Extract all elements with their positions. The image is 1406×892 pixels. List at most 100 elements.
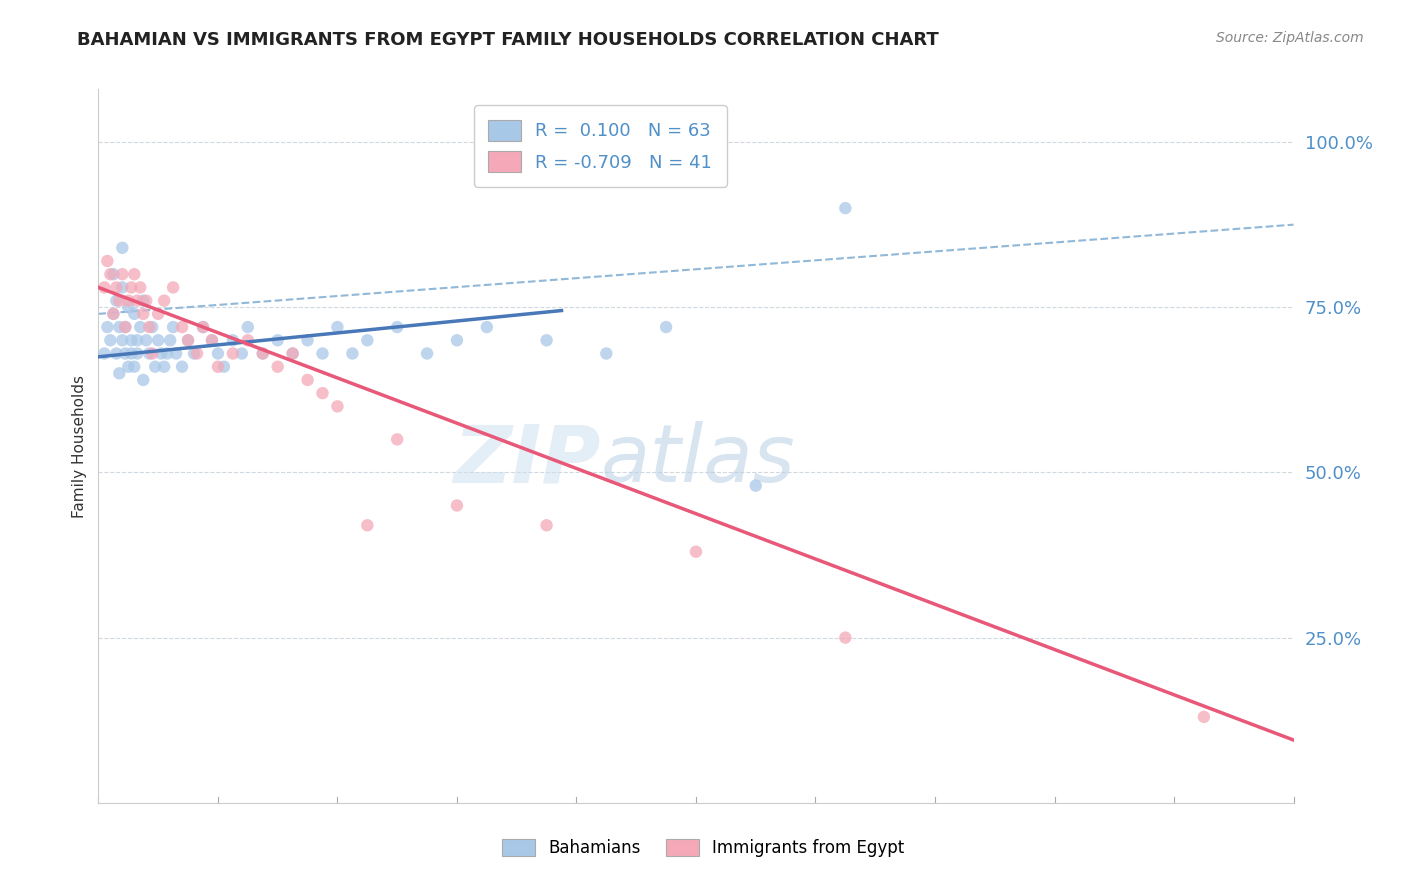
Point xyxy=(105,346,128,360)
Point xyxy=(201,333,224,347)
Point xyxy=(834,201,856,215)
Y-axis label: Family Households: Family Households xyxy=(72,375,87,517)
Point xyxy=(177,333,200,347)
Point xyxy=(103,307,125,321)
Point xyxy=(124,267,146,281)
Point xyxy=(222,333,245,347)
Point xyxy=(132,373,155,387)
Text: atlas: atlas xyxy=(600,421,796,500)
Point xyxy=(655,320,678,334)
Point xyxy=(172,359,194,374)
Point xyxy=(162,280,184,294)
Point xyxy=(222,346,245,360)
Point xyxy=(191,320,214,334)
Point xyxy=(141,346,163,360)
Point xyxy=(127,346,149,360)
Point xyxy=(135,333,157,347)
Point xyxy=(1192,710,1215,724)
Point xyxy=(311,386,333,401)
Point xyxy=(236,320,259,334)
Point xyxy=(252,346,274,360)
Point xyxy=(177,333,200,347)
Point xyxy=(103,267,125,281)
Point xyxy=(281,346,304,360)
Point xyxy=(148,307,170,321)
Point xyxy=(108,367,131,381)
Point xyxy=(111,241,134,255)
Point xyxy=(111,267,134,281)
Point xyxy=(143,359,166,374)
Point xyxy=(93,280,115,294)
Point xyxy=(326,320,349,334)
Point xyxy=(326,400,349,414)
Point xyxy=(114,320,136,334)
Point xyxy=(141,320,163,334)
Text: Source: ZipAtlas.com: Source: ZipAtlas.com xyxy=(1216,31,1364,45)
Point xyxy=(108,293,131,308)
Point xyxy=(385,320,409,334)
Point xyxy=(98,333,122,347)
Point xyxy=(231,346,253,360)
Point xyxy=(311,346,333,360)
Point xyxy=(117,293,139,308)
Point xyxy=(267,359,290,374)
Point xyxy=(111,333,134,347)
Point xyxy=(105,280,128,294)
Point xyxy=(207,359,229,374)
Point xyxy=(186,346,208,360)
Point xyxy=(120,333,142,347)
Point xyxy=(150,346,173,360)
Point xyxy=(127,293,149,308)
Point xyxy=(138,346,160,360)
Point xyxy=(132,293,155,308)
Point xyxy=(120,280,142,294)
Point xyxy=(191,320,214,334)
Point xyxy=(475,320,498,334)
Point xyxy=(114,346,136,360)
Point xyxy=(98,267,122,281)
Point xyxy=(356,333,378,347)
Point xyxy=(138,320,160,334)
Point xyxy=(117,359,139,374)
Point xyxy=(124,359,146,374)
Point xyxy=(834,631,856,645)
Point xyxy=(183,346,205,360)
Point xyxy=(129,280,152,294)
Point xyxy=(595,346,617,360)
Point xyxy=(297,373,319,387)
Point xyxy=(385,433,409,447)
Point xyxy=(114,320,136,334)
Point xyxy=(96,320,118,334)
Text: BAHAMIAN VS IMMIGRANTS FROM EGYPT FAMILY HOUSEHOLDS CORRELATION CHART: BAHAMIAN VS IMMIGRANTS FROM EGYPT FAMILY… xyxy=(77,31,939,49)
Point xyxy=(105,293,128,308)
Point xyxy=(342,346,364,360)
Point xyxy=(103,307,125,321)
Text: ZIP: ZIP xyxy=(453,421,600,500)
Point xyxy=(297,333,319,347)
Point xyxy=(236,333,259,347)
Point xyxy=(685,545,707,559)
Point xyxy=(148,333,170,347)
Point xyxy=(162,320,184,334)
Point xyxy=(120,346,142,360)
Point xyxy=(159,333,181,347)
Point xyxy=(446,333,468,347)
Point xyxy=(267,333,290,347)
Point xyxy=(111,280,134,294)
Point xyxy=(127,333,149,347)
Point xyxy=(536,518,558,533)
Point xyxy=(356,518,378,533)
Point xyxy=(745,478,768,492)
Point xyxy=(129,320,152,334)
Point xyxy=(212,359,235,374)
Point xyxy=(124,307,146,321)
Point xyxy=(165,346,187,360)
Point xyxy=(117,300,139,314)
Point xyxy=(446,499,468,513)
Point xyxy=(135,293,157,308)
Point xyxy=(281,346,304,360)
Point xyxy=(536,333,558,347)
Point xyxy=(93,346,115,360)
Point xyxy=(156,346,179,360)
Point xyxy=(96,254,118,268)
